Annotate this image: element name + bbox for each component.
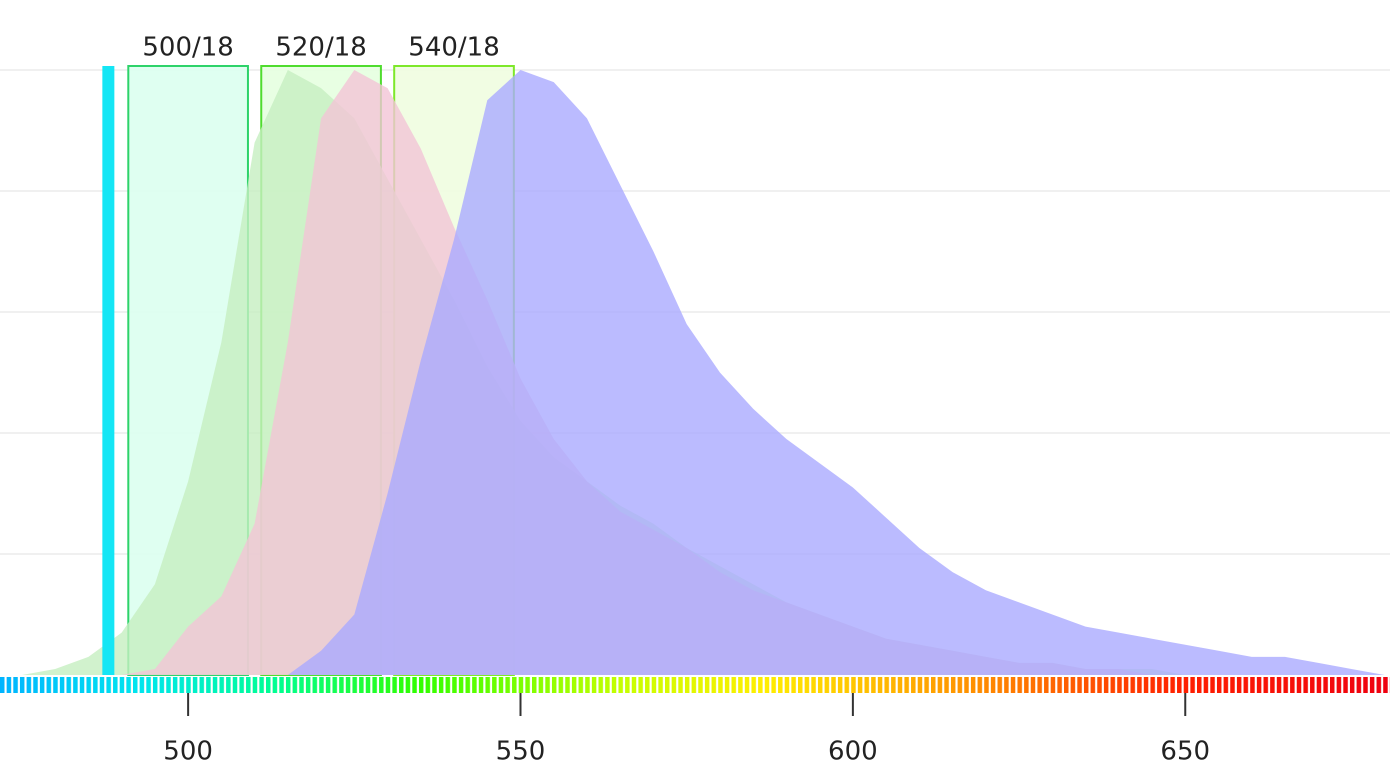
x-tick-label: 500 [163,737,213,767]
x-tick-label: 600 [828,737,878,767]
filter-label: 540/18 [408,33,499,63]
filter-label: 500/18 [142,33,233,63]
spectrum-area [21,70,1385,675]
wavelength-bar-stripes [0,677,1390,693]
filter-label: 520/18 [275,33,366,63]
x-tick-label: 650 [1160,737,1210,767]
x-tick-label: 550 [496,737,546,767]
laser-line [102,66,115,675]
spectrum-area [21,70,1385,675]
